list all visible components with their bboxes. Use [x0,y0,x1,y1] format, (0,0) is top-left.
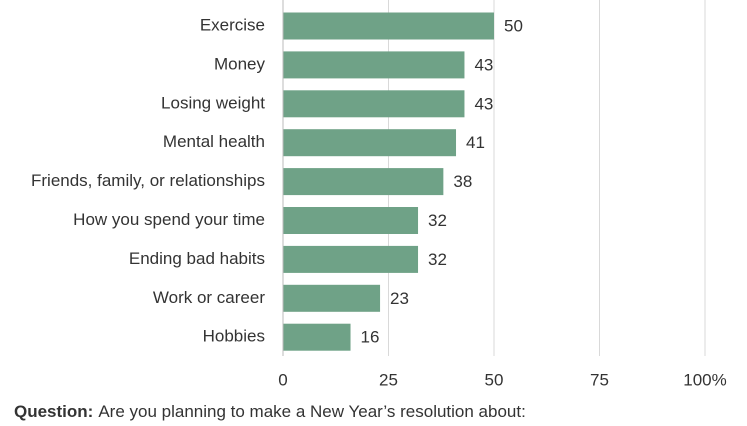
bar [283,245,419,273]
bar [283,207,419,234]
y-tick-label: Losing weight [161,93,265,112]
bar [283,90,465,118]
bar [283,168,444,196]
data-label: 38 [453,172,472,191]
bar [283,51,465,79]
bar [283,12,494,40]
x-tick-label: 0 [278,370,287,389]
x-tick-label: 25 [379,370,398,389]
y-tick-label: Mental health [163,132,265,151]
note-text: Are you planning to make a New Year’s re… [98,402,525,421]
data-label: 23 [390,289,409,308]
footnote: Question: Are you planning to make a New … [14,402,526,421]
x-tick-label: 100% [683,370,726,389]
x-tick-label: 50 [485,370,504,389]
bar [283,323,351,351]
y-tick-label: Work or career [153,288,265,307]
data-label: 16 [361,328,380,347]
data-label: 41 [466,133,485,152]
note-label: Question: [14,402,93,421]
y-tick-label: Ending bad habits [129,249,265,268]
y-tick-label: How you spend your time [73,210,265,229]
data-label: 43 [474,94,493,113]
data-label: 43 [474,55,493,74]
data-label: 32 [428,211,447,230]
x-tick-label: 75 [590,370,609,389]
bar [283,129,457,157]
y-tick-label: Exercise [200,15,265,34]
y-tick-label: Hobbies [203,327,265,346]
bar [283,284,381,312]
y-tick-label: Friends, family, or relationships [31,171,265,190]
data-label: 32 [428,250,447,269]
y-tick-label: Money [214,54,266,73]
data-label: 50 [504,16,523,35]
